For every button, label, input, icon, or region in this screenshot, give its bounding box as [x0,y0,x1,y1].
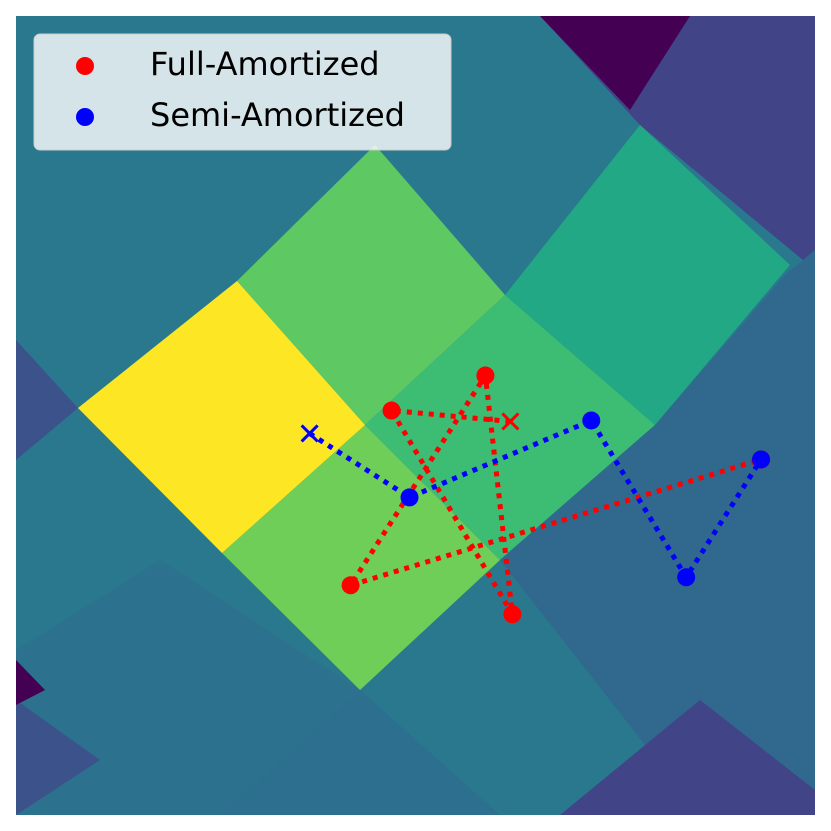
point [752,450,771,469]
legend-label: Semi-Amortized [150,96,405,134]
point [582,411,601,430]
legend-marker [76,108,94,126]
start-marker [501,412,520,431]
point [382,401,401,420]
start-marker [300,424,319,443]
trajectory-line [308,417,764,583]
legend-marker [76,57,94,75]
point [503,605,522,624]
point [677,568,696,587]
legend-box [33,33,452,151]
point [341,576,360,595]
point [400,488,419,507]
trajectory-line [344,368,762,616]
point [476,366,495,385]
legend-label: Full-Amortized [150,45,380,83]
